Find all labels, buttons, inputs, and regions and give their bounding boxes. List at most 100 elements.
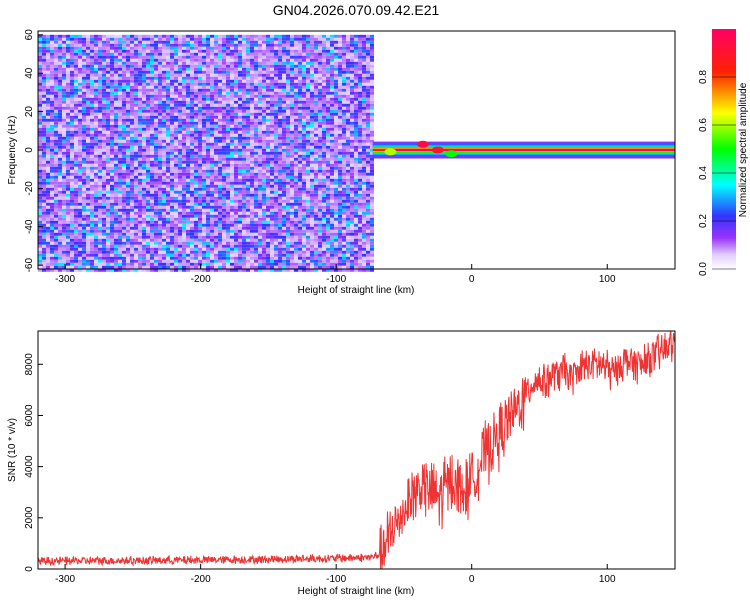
- heatmap-cell: [106, 157, 110, 161]
- heatmap-cell: [222, 181, 226, 185]
- heatmap-cell: [154, 148, 158, 152]
- heatmap-cell: [134, 70, 138, 74]
- heatmap-cell: [274, 46, 278, 50]
- heatmap-cell: [106, 61, 110, 65]
- heatmap-cell: [286, 97, 290, 101]
- heatmap-cell: [182, 223, 186, 227]
- heatmap-cell: [130, 208, 134, 212]
- heatmap-cell: [62, 268, 66, 272]
- heatmap-cell: [214, 205, 218, 209]
- heatmap-cell: [190, 160, 194, 164]
- heatmap-cell: [210, 163, 214, 167]
- heatmap-cell: [110, 118, 114, 122]
- heatmap-cell: [286, 103, 290, 107]
- heatmap-cell: [90, 49, 94, 53]
- heatmap-cell: [38, 115, 42, 119]
- heatmap-cell: [182, 127, 186, 131]
- heatmap-cell: [62, 250, 66, 254]
- heatmap-cell: [246, 139, 250, 143]
- heatmap-cell: [46, 88, 50, 92]
- heatmap-cell: [242, 256, 246, 260]
- heatmap-cell: [226, 226, 230, 230]
- heatmap-cell: [266, 40, 270, 44]
- heatmap-cell: [262, 67, 266, 71]
- heatmap-cell: [50, 214, 54, 218]
- heatmap-cell: [102, 163, 106, 167]
- heatmap-cell: [202, 52, 206, 56]
- heatmap-cell: [258, 262, 262, 266]
- heatmap-cell: [110, 49, 114, 53]
- heatmap-cell: [242, 43, 246, 47]
- heatmap-cell: [50, 88, 54, 92]
- heatmap-cell: [222, 184, 226, 188]
- heatmap-cell: [166, 244, 170, 248]
- heatmap-cell: [42, 124, 46, 128]
- heatmap-cell: [42, 214, 46, 218]
- heatmap-cell: [206, 163, 210, 167]
- heatmap-cell: [154, 133, 158, 137]
- heatmap-cell: [174, 148, 178, 152]
- heatmap-cell: [214, 61, 218, 65]
- heatmap-cell: [282, 37, 286, 41]
- heatmap-cell: [286, 196, 290, 200]
- heatmap-cell: [178, 172, 182, 176]
- heatmap-cell: [222, 253, 226, 257]
- heatmap-cell: [190, 70, 194, 74]
- heatmap-cell: [110, 46, 114, 50]
- heatmap-cell: [206, 127, 210, 131]
- heatmap-cell: [150, 121, 154, 125]
- heatmap-cell: [70, 115, 74, 119]
- heatmap-cell: [86, 217, 90, 221]
- heatmap-cell: [218, 52, 222, 56]
- heatmap-cell: [274, 127, 278, 131]
- heatmap-cell: [110, 160, 114, 164]
- heatmap-cell: [178, 253, 182, 257]
- heatmap-cell: [70, 106, 74, 110]
- heatmap-cell: [58, 244, 62, 248]
- heatmap-cell: [46, 34, 50, 38]
- heatmap-cell: [238, 241, 242, 245]
- heatmap-cell: [234, 262, 238, 266]
- heatmap-cell: [66, 202, 70, 206]
- heatmap-cell: [226, 34, 230, 38]
- heatmap-cell: [42, 187, 46, 191]
- heatmap-cell: [182, 181, 186, 185]
- heatmap-cell: [262, 202, 266, 206]
- heatmap-cell: [62, 148, 66, 152]
- heatmap-cell: [194, 265, 198, 269]
- heatmap-cell: [198, 136, 202, 140]
- heatmap-cell: [190, 154, 194, 158]
- heatmap-cell: [126, 49, 130, 53]
- heatmap-cell: [38, 100, 42, 104]
- heatmap-cell: [74, 121, 78, 125]
- heatmap-cell: [198, 250, 202, 254]
- heatmap-cell: [134, 139, 138, 143]
- heatmap-cell: [130, 205, 134, 209]
- heatmap-cell: [258, 160, 262, 164]
- heatmap-cell: [50, 133, 54, 137]
- heatmap-cell: [254, 67, 258, 71]
- heatmap-cell: [138, 202, 142, 206]
- heatmap-cell: [170, 109, 174, 113]
- heatmap-cell: [174, 223, 178, 227]
- heatmap-cell: [102, 238, 106, 242]
- heatmap-cell: [202, 34, 206, 38]
- heatmap-cell: [54, 142, 58, 146]
- heatmap-cell: [54, 127, 58, 131]
- heatmap-cell: [150, 214, 154, 218]
- heatmap-cell: [274, 91, 278, 95]
- heatmap-cell: [106, 259, 110, 263]
- heatmap-cell: [154, 94, 158, 98]
- heatmap-cell: [58, 217, 62, 221]
- heatmap-cell: [254, 178, 258, 182]
- heatmap-cell: [242, 127, 246, 131]
- heatmap-cell: [226, 199, 230, 203]
- heatmap-cell: [126, 196, 130, 200]
- heatmap-cell: [62, 79, 66, 83]
- heatmap-cell: [86, 253, 90, 257]
- heatmap-cell: [242, 235, 246, 239]
- heatmap-cell: [162, 226, 166, 230]
- heatmap-cell: [270, 259, 274, 263]
- heatmap-cell: [274, 214, 278, 218]
- heatmap-cell: [242, 172, 246, 176]
